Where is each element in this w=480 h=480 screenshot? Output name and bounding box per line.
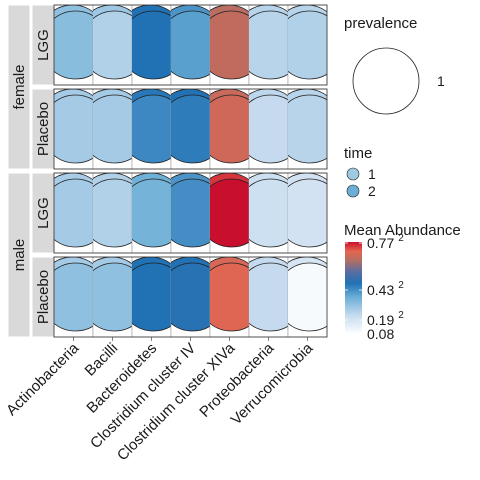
data-point-time-2 xyxy=(93,178,132,248)
facet-label-lgg: LGG xyxy=(35,197,52,229)
legend-abundance-exponent: 2 xyxy=(398,310,404,321)
legend-time-key-1 xyxy=(346,167,360,181)
legend-time-label-2: 2 xyxy=(368,183,376,199)
panel-frame xyxy=(53,172,328,254)
facet-label-placebo: Placebo xyxy=(35,270,52,324)
data-point-time-2 xyxy=(132,94,171,164)
facet-strip-male xyxy=(7,172,31,338)
legend-prevalence-circle xyxy=(352,47,420,115)
data-point-time-2 xyxy=(210,262,249,332)
panel-frame xyxy=(53,4,328,86)
data-point-time-2 xyxy=(288,94,327,164)
data-point-time-2 xyxy=(249,94,288,164)
data-point-time-2 xyxy=(171,178,210,248)
cell-female-placebo-1 xyxy=(92,88,133,170)
data-point-time-2 xyxy=(93,94,132,164)
cell-female-lgg-6 xyxy=(287,4,328,86)
cell-male-placebo-5 xyxy=(248,256,289,338)
data-point-time-2 xyxy=(93,10,132,80)
data-point-time-2 xyxy=(288,262,327,332)
panel-frame xyxy=(53,88,328,170)
facet-label-placebo: Placebo xyxy=(35,102,52,156)
cell-female-placebo-3 xyxy=(170,88,211,170)
facet-label-male: male xyxy=(11,239,28,272)
cell-male-lgg-1 xyxy=(92,172,133,254)
legend-abundance-bar xyxy=(345,242,362,334)
data-point-time-2 xyxy=(54,10,93,80)
legend-time-key-2 xyxy=(346,184,360,198)
data-point-time-2 xyxy=(210,178,249,248)
data-point-time-2 xyxy=(54,262,93,332)
cell-male-lgg-5 xyxy=(248,172,289,254)
cell-male-lgg-0 xyxy=(53,172,94,254)
data-point-time-2 xyxy=(132,10,171,80)
cell-male-placebo-4 xyxy=(209,256,250,338)
cell-male-lgg-2 xyxy=(131,172,172,254)
data-point-time-2 xyxy=(171,262,210,332)
legend-abundance-title: Mean Abundance xyxy=(344,222,461,239)
cell-female-lgg-3 xyxy=(170,4,211,86)
data-point-time-2 xyxy=(249,262,288,332)
cell-female-placebo-5 xyxy=(248,88,289,170)
x-tick-label: Actinobacteria xyxy=(3,339,83,419)
cell-male-lgg-3 xyxy=(170,172,211,254)
data-point-time-2 xyxy=(249,178,288,248)
cell-male-placebo-6 xyxy=(287,256,328,338)
cell-male-placebo-3 xyxy=(170,256,211,338)
data-point-time-2 xyxy=(132,262,171,332)
facet-strip-female xyxy=(7,4,31,170)
data-point-time-2 xyxy=(288,178,327,248)
legend-prevalence-label: 1 xyxy=(437,73,445,89)
data-point-time-2 xyxy=(132,178,171,248)
legend-abundance-label: 0.19 xyxy=(367,312,394,328)
legend-abundance-label: 0.43 xyxy=(367,282,394,298)
data-point-time-2 xyxy=(210,10,249,80)
facet-label-female: female xyxy=(11,64,28,109)
facet-label-lgg: LGG xyxy=(35,29,52,61)
legend-abundance-label: 0.08 xyxy=(367,326,394,342)
data-point-time-2 xyxy=(249,10,288,80)
cell-female-lgg-5 xyxy=(248,4,289,86)
data-point-time-2 xyxy=(93,262,132,332)
cell-female-placebo-6 xyxy=(287,88,328,170)
legend-time-title: time xyxy=(344,145,372,162)
cell-male-placebo-1 xyxy=(92,256,133,338)
cell-male-placebo-0 xyxy=(53,256,94,338)
cell-female-lgg-2 xyxy=(131,4,172,86)
legend-abundance-label: 0.77 xyxy=(367,235,394,251)
cell-female-lgg-4 xyxy=(209,4,250,86)
data-point-time-2 xyxy=(171,94,210,164)
legend-abundance-exponent: 2 xyxy=(398,233,404,244)
data-point-time-2 xyxy=(288,10,327,80)
cell-male-lgg-4 xyxy=(209,172,250,254)
data-point-time-2 xyxy=(54,94,93,164)
legend-abundance-exponent: 2 xyxy=(398,280,404,291)
legend-time-label-1: 1 xyxy=(368,166,376,182)
data-point-time-2 xyxy=(54,178,93,248)
data-point-time-2 xyxy=(210,94,249,164)
cell-female-placebo-2 xyxy=(131,88,172,170)
data-point-time-2 xyxy=(171,10,210,80)
cell-female-placebo-0 xyxy=(53,88,94,170)
legend-prevalence-title: prevalence xyxy=(344,15,417,32)
